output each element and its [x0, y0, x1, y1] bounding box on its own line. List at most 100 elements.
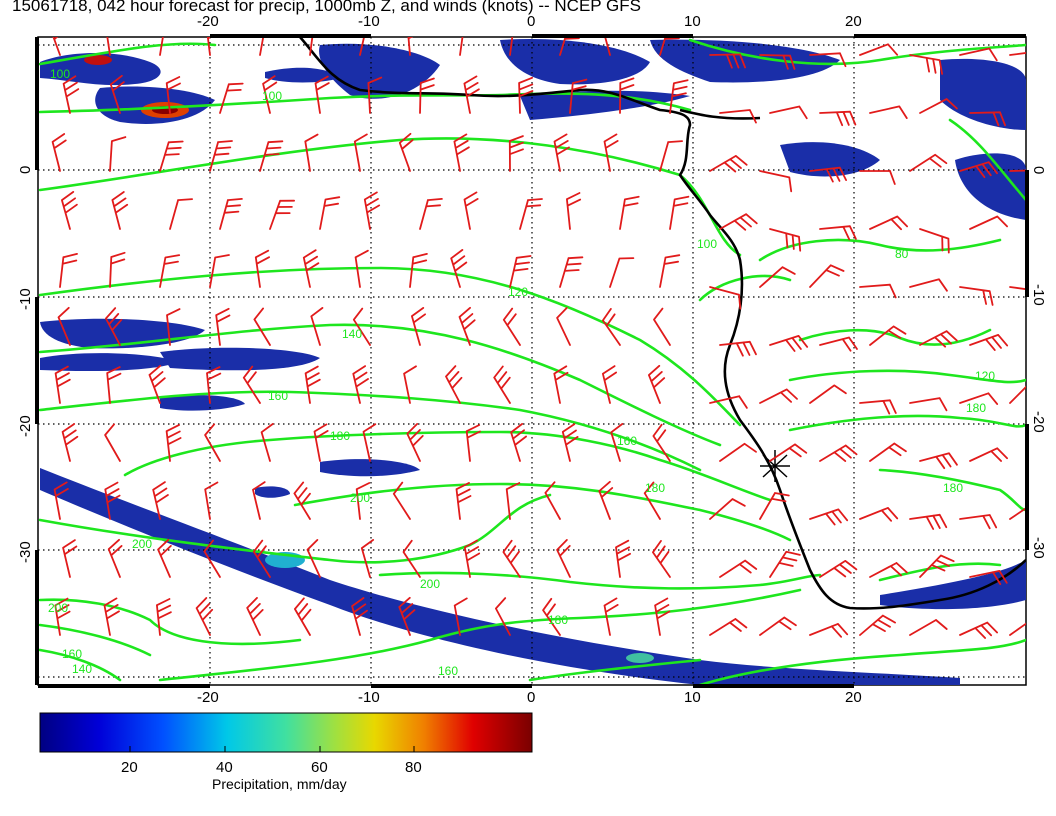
wind-barb: [819, 560, 858, 578]
wind-barb: [719, 559, 758, 578]
wind-barb: [959, 514, 998, 530]
wind-barb: [104, 481, 121, 520]
wind-barb: [809, 623, 849, 638]
wind-barb: [351, 597, 368, 636]
wind-barb: [260, 423, 274, 462]
contour-label: 200: [48, 601, 68, 615]
wind-barb: [204, 481, 219, 520]
wind-barb: [709, 395, 748, 409]
wind-barb: [709, 498, 746, 520]
wind-barb: [859, 614, 896, 636]
wind-barb: [719, 442, 757, 462]
wind-barb: [759, 266, 796, 288]
wind-barb: [510, 423, 527, 462]
wind-barb: [654, 597, 671, 636]
contour-label: 180: [943, 481, 963, 495]
wind-barb: [306, 539, 321, 578]
wind-barb: [293, 481, 311, 520]
asterisk-marker: [760, 450, 790, 482]
wind-barb: [919, 554, 955, 578]
wind-barb: [159, 37, 164, 56]
wind-barb: [57, 306, 71, 346]
wind-barb: [111, 191, 129, 230]
wind-barb: [411, 307, 426, 346]
wind-barb: [909, 619, 948, 636]
lat-tick-label: 0: [1030, 166, 1047, 174]
wind-barb: [209, 254, 230, 288]
wind-barb: [450, 249, 468, 288]
contour-label: 100: [50, 67, 70, 81]
contour-label: 160: [617, 434, 637, 448]
wind-barb: [54, 365, 71, 404]
wind-barb: [508, 135, 524, 172]
wind-barb: [152, 481, 169, 520]
wind-barb: [809, 166, 847, 183]
wind-barb: [465, 424, 481, 462]
wind-barb: [458, 306, 476, 346]
wind-barb: [561, 423, 579, 462]
wind-barb: [403, 365, 417, 404]
wind-barb: [165, 76, 181, 114]
wind-barb: [859, 507, 899, 522]
wind-barb: [909, 513, 948, 530]
wind-barb: [253, 307, 271, 346]
colorbar-ticks: [129, 746, 415, 752]
wind-barb: [544, 481, 561, 520]
lon-tick-label: -20: [197, 13, 219, 30]
wind-barb: [719, 340, 757, 357]
lon-tick-label: -10: [358, 689, 380, 706]
wind-barb: [310, 307, 324, 346]
wind-barb: [869, 215, 908, 231]
wind-barb: [556, 307, 571, 346]
wind-barb: [419, 198, 443, 230]
wind-barb: [354, 249, 369, 288]
wind-barb: [553, 365, 569, 404]
wind-barb: [1009, 385, 1026, 404]
wind-barb: [652, 540, 671, 578]
lon-tick-label: 20: [845, 689, 862, 706]
wind-barb: [502, 307, 521, 346]
wind-barb: [106, 366, 122, 404]
wind-barb: [509, 255, 532, 288]
wind-barb: [769, 550, 801, 578]
wind-barb: [259, 37, 265, 56]
wind-barb: [969, 334, 1009, 351]
wind-barb: [615, 539, 631, 578]
wind-barb: [455, 482, 472, 520]
contour-label: 160: [438, 664, 458, 678]
wind-barb: [51, 133, 67, 172]
wind-barb: [52, 37, 61, 56]
wind-barb: [109, 136, 127, 172]
wind-barb: [919, 228, 950, 254]
wind-barb: [407, 37, 414, 56]
wind-barb: [398, 132, 414, 172]
wind-barb: [969, 215, 1008, 230]
wind-barb: [669, 195, 690, 230]
wind-barb: [569, 78, 588, 114]
wind-barb: [709, 618, 748, 636]
wind-barb: [392, 481, 411, 520]
contour-label: 180: [330, 429, 350, 443]
wind-barb: [603, 597, 619, 636]
lon-tick-label: 0: [527, 13, 535, 30]
map-title: 15061718, 042 hour forecast for precip, …: [12, 0, 641, 15]
colorbar-tick-label: 40: [216, 759, 233, 776]
wind-barb: [869, 105, 908, 119]
wind-barb: [659, 254, 681, 288]
wind-barb: [619, 195, 640, 230]
wind-barb: [519, 198, 543, 230]
wind-barb: [61, 191, 78, 230]
wind-barb: [505, 482, 521, 520]
wind-barb: [959, 286, 994, 306]
wind-barb: [653, 307, 671, 346]
lat-labels-right: 0 -10 -20 -30: [1030, 166, 1047, 559]
wind-barb: [969, 570, 1008, 585]
wind-barb: [759, 616, 797, 636]
wind-barb: [360, 539, 375, 578]
wind-barb: [204, 423, 221, 462]
wind-barb: [909, 54, 943, 75]
lat-tick-label: -30: [17, 541, 34, 563]
wind-barb: [61, 423, 79, 462]
wind-barb: [62, 539, 78, 578]
